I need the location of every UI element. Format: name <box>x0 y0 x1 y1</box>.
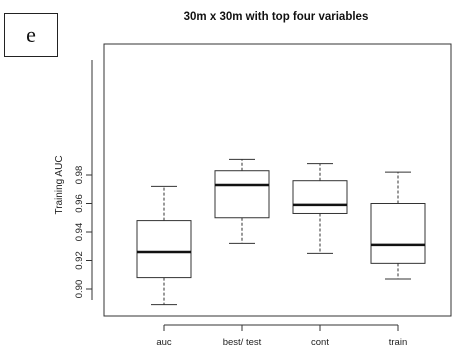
x-tick-label: best/ test <box>223 337 262 348</box>
iqr-box <box>292 180 348 214</box>
y-axis-ticks: 0.90 0.92 0.94 0.96 0.98 <box>74 166 92 299</box>
x-tick-label: auc <box>156 337 172 348</box>
x-tick-label: train <box>389 337 407 348</box>
box-auc <box>136 185 192 306</box>
panel-label: e <box>4 13 58 57</box>
y-tick-label: 0.96 <box>74 194 85 213</box>
y-tick-label: 0.92 <box>74 251 85 270</box>
box-train <box>370 171 426 280</box>
y-tick-label: 0.90 <box>74 280 85 299</box>
iqr-box <box>370 203 426 264</box>
x-tick-label: cont <box>311 337 329 348</box>
x-axis-ticks: auc best/ test cont train <box>156 324 407 348</box>
plot-frame <box>103 43 452 317</box>
y-tick-label: 0.94 <box>74 223 85 242</box>
y-axis-label: Training AUC <box>54 155 65 214</box>
iqr-box <box>214 170 270 219</box>
box-cont <box>292 163 348 254</box>
y-tick-label: 0.98 <box>74 166 85 185</box>
chart-title: 30m x 30m with top four variables <box>184 11 369 23</box>
boxes <box>136 158 426 306</box>
iqr-box <box>136 220 192 279</box>
box-best-test <box>214 158 270 244</box>
